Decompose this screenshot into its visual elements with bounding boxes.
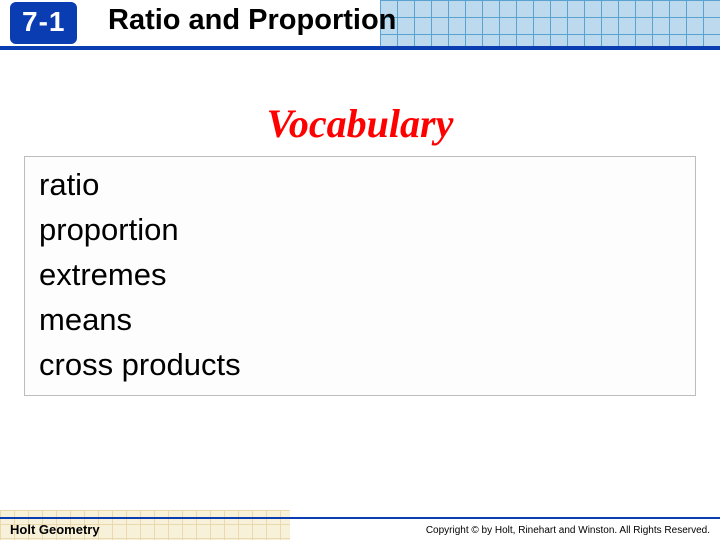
vocabulary-item: means [39,298,681,343]
vocabulary-item: cross products [39,343,681,388]
footer-publisher: Holt Geometry [10,522,100,537]
footer-copyright: Copyright © by Holt, Rinehart and Winsto… [426,525,710,536]
vocabulary-item: proportion [39,208,681,253]
slide-footer: Holt Geometry Copyright © by Holt, Rineh… [0,510,720,540]
vocabulary-box: ratio proportion extremes means cross pr… [24,156,696,396]
header-grid-decoration [380,0,720,48]
footer-rule [0,517,720,519]
vocabulary-item: ratio [39,163,681,208]
vocabulary-item: extremes [39,253,681,298]
header-rule [0,46,720,50]
lesson-number-badge: 7-1 [10,2,77,44]
slide-title: Ratio and Proportion [108,4,396,37]
slide-header: 7-1 Ratio and Proportion [0,0,720,54]
vocabulary-heading: Vocabulary [0,100,720,147]
